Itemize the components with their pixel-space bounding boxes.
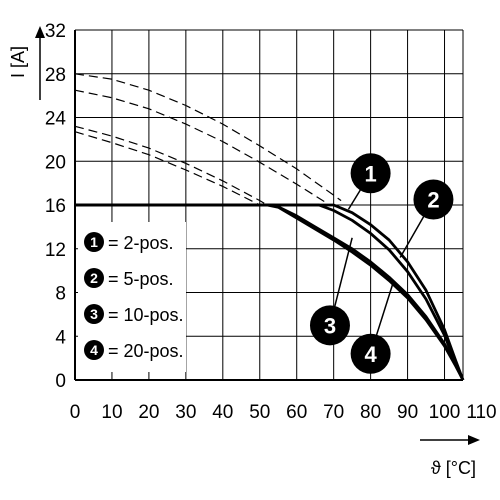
legend-entry: 2 = 5-pos. [84,268,174,289]
series-line-1-dashed [74,73,342,202]
series-line-4-dashed [74,131,261,206]
legend-badge-number: 3 [90,306,98,322]
y-tick-label: 28 [45,65,66,86]
y-axis-label: I [A] [8,46,28,78]
y-tick-label: 4 [55,327,66,348]
x-tick-label: 50 [249,402,270,423]
legend: 1 = 2-pos. 2 = 5-pos. 3 = 10-pos. 4 = 20-pos. [78,222,186,372]
legend-label: = 5-pos. [108,269,174,289]
callout-number-3: 3 [324,313,336,338]
legend-badge-number: 1 [90,234,98,250]
callouts: 1 2 3 4 [309,153,454,374]
callout-number-2: 2 [427,188,439,213]
series-layer [74,73,465,381]
series-line-3-dashed [74,125,268,206]
y-tick-label: 8 [55,284,66,305]
series-line-2-solid [75,203,465,381]
y-axis-arrow-head [35,26,45,38]
x-axis-label: ϑ [°C] [431,458,476,478]
callout-badge-1 [350,153,391,194]
x-tick-label: 60 [286,402,307,423]
callout-number-4: 4 [364,342,377,367]
x-tick-label: 70 [323,402,344,423]
x-axis-arrow-head [468,435,480,445]
legend-entry: 3 = 10-pos. [84,304,184,325]
y-tick-label: 12 [45,240,66,261]
x-tick-label: 0 [70,402,81,423]
series-line-4-solid [75,203,465,381]
axes [35,26,480,445]
y-tick-label: 16 [45,196,66,217]
legend-entry: 4 = 20-pos. [84,340,184,361]
callout-badge-2 [413,179,454,220]
legend-label: = 2-pos. [108,233,174,253]
x-tick-label: 30 [175,402,196,423]
x-tick-label: 110 [466,402,496,423]
callout-badge-4 [350,333,391,374]
x-tick-label: 80 [360,402,381,423]
legend-badge [84,304,104,324]
y-tick-label: 32 [45,21,66,42]
x-tick-label: 100 [429,402,461,423]
legend-label: = 10-pos. [108,305,184,325]
legend-badge [84,268,104,288]
legend-badge-number: 4 [90,342,98,358]
x-tick-label: 10 [101,402,122,423]
callout-badge-3 [309,305,350,346]
series-line-1-solid [75,203,465,381]
x-tick-label: 40 [212,402,233,423]
y-tick-label: 24 [45,109,67,130]
x-tick-label: 20 [138,402,159,423]
legend-label: = 20-pos. [108,341,184,361]
y-tick-label: 20 [45,152,66,173]
legend-badge-number: 2 [90,270,98,286]
callout-number-1: 1 [364,161,376,186]
legend-badge [84,340,104,360]
x-tick-label: 90 [397,402,418,423]
y-tick-label: 0 [55,371,66,392]
series-line-2-dashed [74,89,327,204]
legend-badge [84,232,104,252]
legend-entry: 1 = 2-pos. [84,232,174,253]
